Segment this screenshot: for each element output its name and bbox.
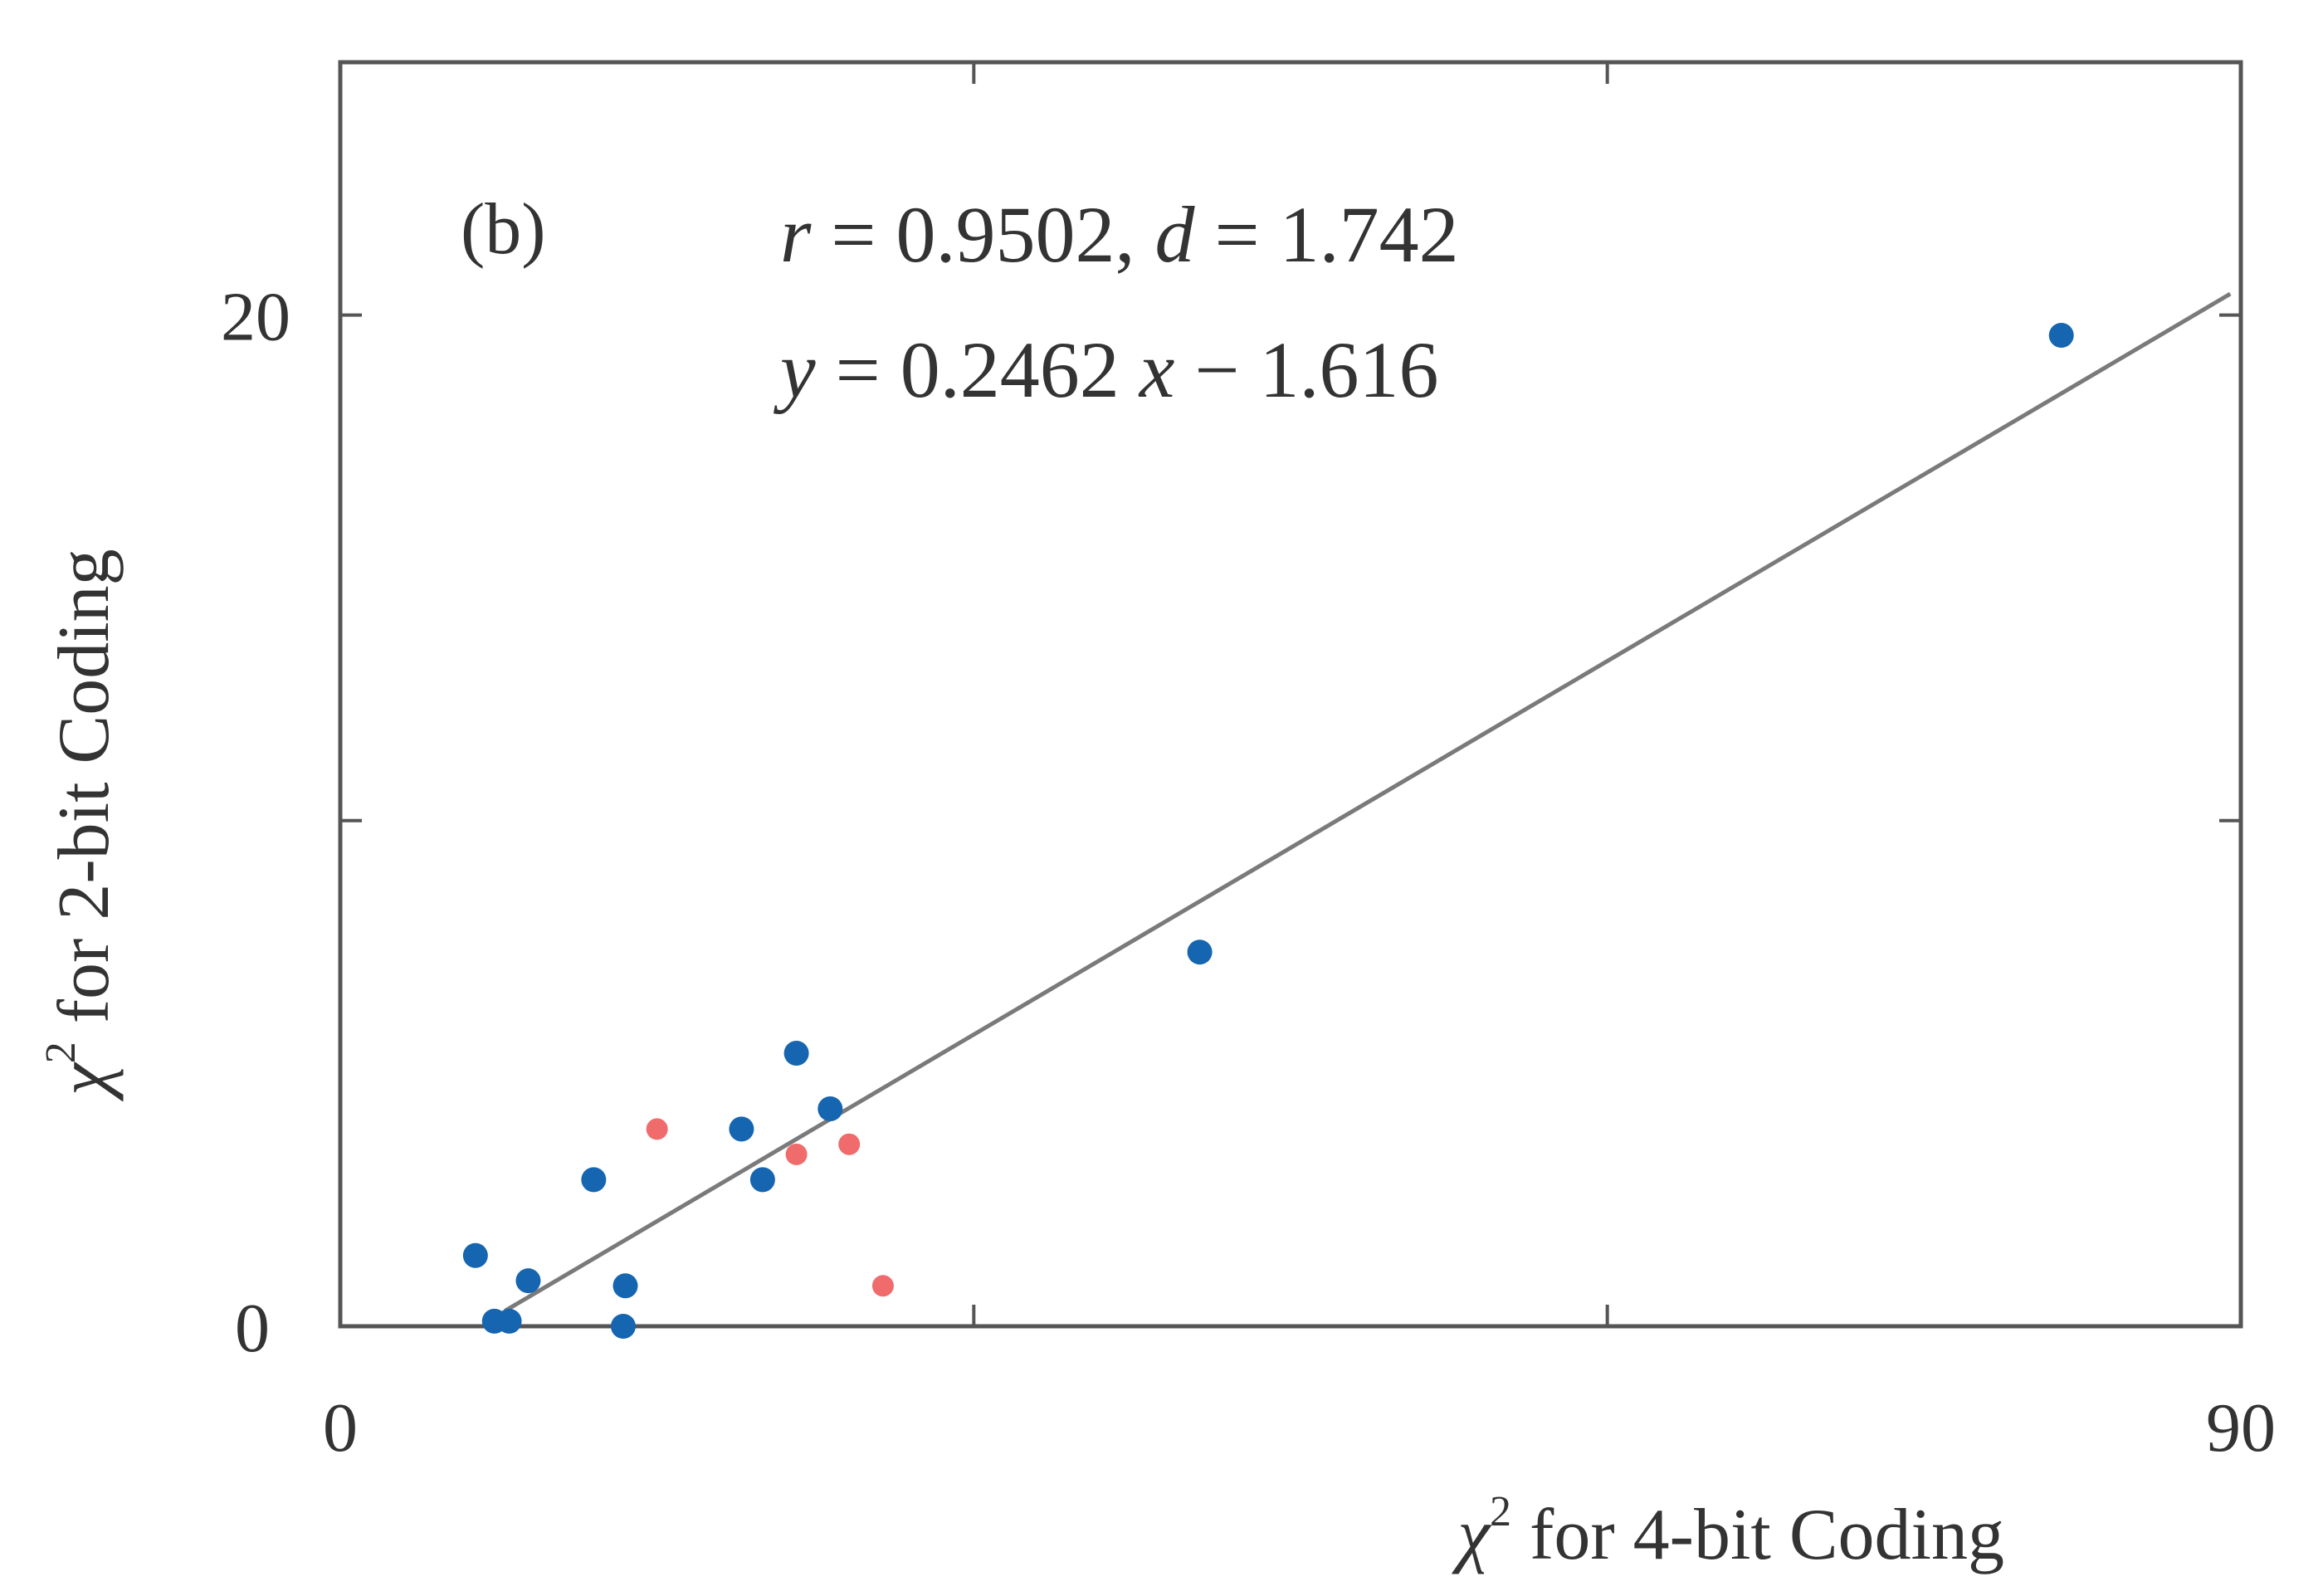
d-value: = 1.742	[1195, 190, 1459, 279]
panel-label: (b)	[461, 189, 546, 270]
x-title-superscript: 2	[1490, 1488, 1511, 1535]
y-title-symbol: χ	[44, 1062, 124, 1102]
x-axis-title: χ2 for 4-bit Coding	[1451, 1488, 2004, 1575]
data-point	[581, 1167, 607, 1193]
data-point	[749, 1167, 775, 1193]
data-point	[496, 1308, 522, 1334]
regression-line	[504, 291, 2232, 1313]
data-point	[783, 1041, 809, 1066]
data-point	[871, 1275, 894, 1297]
correlation-annotation: r = 0.9502, d = 1.742	[780, 190, 1459, 279]
eq-end: − 1.616	[1174, 325, 1438, 414]
y-tick-label-20: 20	[221, 279, 290, 356]
data-point	[729, 1116, 754, 1142]
eq-middle: = 0.2462	[816, 325, 1140, 414]
plot-frame	[338, 60, 2243, 1329]
data-point	[646, 1118, 668, 1140]
x-tick-label-0: 0	[323, 1389, 358, 1467]
d-symbol: d	[1155, 190, 1196, 279]
y-tick-label-0: 0	[235, 1290, 270, 1367]
y-axis-title: χ2 for 2-bit Coding	[37, 549, 124, 1102]
x-title-symbol: χ	[1451, 1495, 1491, 1575]
data-points	[462, 322, 2074, 1339]
data-point	[1187, 940, 1213, 965]
data-point	[785, 1143, 808, 1165]
y-symbol: y	[773, 325, 816, 414]
data-point	[515, 1268, 541, 1294]
r-value: = 0.9502,	[811, 190, 1154, 279]
x-tick-label-90: 90	[2206, 1389, 2276, 1467]
y-title-text: for 2-bit Coding	[44, 549, 124, 1042]
y-title-superscript: 2	[37, 1042, 85, 1063]
axis-ticks	[340, 62, 2241, 1326]
data-point	[817, 1096, 843, 1122]
x-title-text: for 4-bit Coding	[1511, 1495, 2004, 1575]
fit-equation: y = 0.2462 x − 1.616	[773, 325, 1439, 414]
r-symbol: r	[780, 190, 812, 279]
data-point	[838, 1133, 861, 1155]
data-point	[462, 1242, 488, 1268]
data-point	[2048, 322, 2074, 348]
data-point	[612, 1273, 638, 1299]
x-symbol: x	[1138, 325, 1175, 414]
data-point	[610, 1314, 636, 1339]
